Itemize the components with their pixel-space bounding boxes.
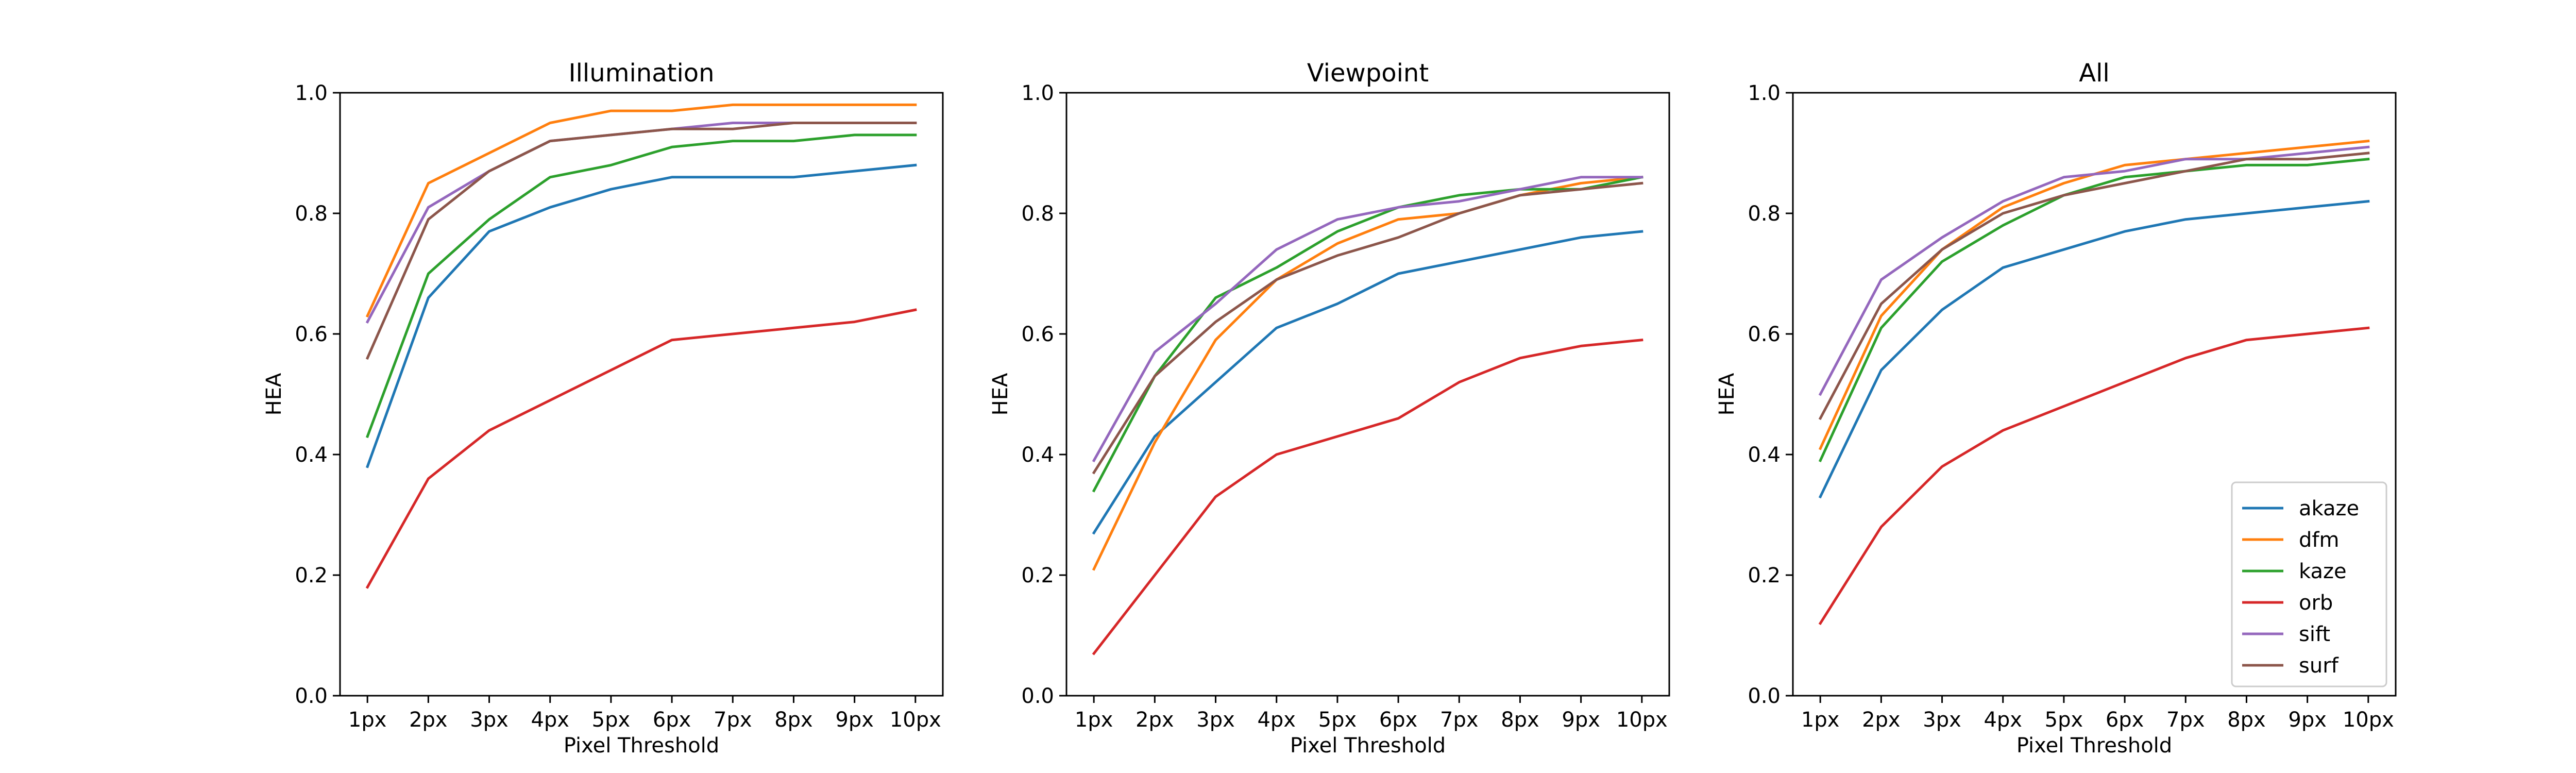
legend-label-orb: orb (2299, 591, 2333, 615)
y-tick-label: 0.4 (1748, 443, 1781, 467)
y-tick-label: 0.0 (295, 684, 328, 708)
y-tick-label: 0.4 (295, 443, 328, 467)
legend-label-kaze: kaze (2299, 560, 2347, 583)
x-tick-label: 9px (1562, 708, 1600, 732)
axes-frame (339, 92, 944, 697)
x-tick-label: 10px (1616, 708, 1668, 732)
y-tick-label: 1.0 (1748, 81, 1781, 105)
series-line-kaze (365, 133, 917, 439)
series-line-akaze (1092, 230, 1643, 535)
x-tick-label: 1px (348, 708, 387, 732)
x-tick-label: 7px (2166, 708, 2205, 732)
y-tick-label: 1.0 (1021, 81, 1054, 105)
x-tick-label: 10px (890, 708, 941, 732)
chart-panel-3: 1px 2px 3px 4px 5px 6px 7px 8px 9px 10px 0.0 0.2 0.4… (1715, 59, 2397, 758)
x-tick-label: 3px (1923, 708, 1961, 732)
x-tick-label: 5px (1318, 708, 1357, 732)
legend: akaze dfm kaze orb sift surf (2231, 481, 2387, 687)
legend-label-surf: surf (2299, 654, 2339, 678)
x-tick-label: 8px (1501, 708, 1539, 732)
x-axis-label: Pixel Threshold (2016, 734, 2172, 758)
y-tick-label: 0.2 (295, 564, 328, 587)
y-tick-label: 0.8 (1021, 202, 1054, 226)
x-tick-label: 8px (2227, 708, 2266, 732)
series-line-surf (1818, 152, 2370, 421)
x-axis-label: Pixel Threshold (1290, 734, 1446, 758)
legend-label-sift: sift (2299, 623, 2330, 646)
chart-title: Viewpoint (1307, 59, 1429, 88)
series-line-surf (365, 122, 917, 360)
y-tick-label: 0.0 (1748, 684, 1781, 708)
y-axis-label: HEA (262, 373, 286, 415)
axes-frame (1065, 92, 1670, 697)
y-tick-label: 0.6 (1021, 323, 1054, 346)
y-axis-label: HEA (989, 373, 1012, 415)
chart-title: Illumination (568, 59, 714, 88)
series-line-orb (1092, 338, 1643, 656)
x-tick-label: 7px (1440, 708, 1479, 732)
x-tick-label: 7px (714, 708, 752, 732)
axes-frame (1792, 92, 2397, 697)
x-tick-label: 9px (2288, 708, 2327, 732)
legend-label-akaze: akaze (2299, 497, 2359, 520)
legend-label-dfm: dfm (2299, 528, 2339, 552)
x-tick-label: 3px (1196, 708, 1235, 732)
x-tick-label: 8px (774, 708, 813, 732)
legend-box (2231, 481, 2387, 687)
x-tick-label: 2px (1862, 708, 1901, 732)
series-line-dfm (1092, 176, 1643, 571)
series-line-akaze (365, 163, 917, 468)
y-tick-label: 0.0 (1021, 684, 1054, 708)
chart-title: All (2079, 59, 2110, 88)
series-line-sift (365, 122, 917, 324)
x-tick-label: 10px (2343, 708, 2394, 732)
x-tick-label: 6px (653, 708, 691, 732)
y-tick-label: 0.6 (1748, 323, 1781, 346)
y-axis-label: HEA (1715, 373, 1739, 415)
x-tick-label: 2px (1136, 708, 1174, 732)
x-tick-label: 1px (1075, 708, 1113, 732)
x-tick-label: 4px (1257, 708, 1296, 732)
x-axis-label: Pixel Threshold (564, 734, 719, 758)
x-tick-label: 1px (1801, 708, 1840, 732)
x-tick-label: 5px (592, 708, 631, 732)
y-tick-label: 0.6 (295, 323, 328, 346)
series-line-sift (1092, 176, 1643, 463)
x-tick-label: 4px (531, 708, 569, 732)
y-tick-label: 0.2 (1021, 564, 1054, 587)
y-tick-label: 1.0 (295, 81, 328, 105)
x-tick-label: 6px (1379, 708, 1418, 732)
x-tick-label: 6px (2106, 708, 2144, 732)
x-tick-label: 9px (835, 708, 874, 732)
y-tick-label: 0.2 (1748, 564, 1781, 587)
chart-panel-1: 1px 2px 3px 4px 5px 6px 7px 8px 9px 10px 0.0 0.2 0.4… (262, 59, 944, 758)
series-line-surf (1092, 181, 1643, 475)
series-line-kaze (1092, 175, 1643, 493)
chart-panel-2: 1px 2px 3px 4px 5px 6px 7px 8px 9px 10px 0.0 0.2 0.4… (989, 59, 1670, 758)
y-tick-label: 0.8 (295, 202, 328, 226)
series-line-kaze (1818, 157, 2370, 463)
x-tick-label: 5px (2045, 708, 2083, 732)
series-line-dfm (365, 103, 917, 318)
series-line-sift (1818, 145, 2370, 396)
series-line-orb (1818, 326, 2370, 626)
y-tick-label: 0.4 (1021, 443, 1054, 467)
x-tick-label: 2px (409, 708, 448, 732)
y-tick-label: 0.8 (1748, 202, 1781, 226)
x-tick-label: 4px (1984, 708, 2022, 732)
series-line-akaze (1818, 199, 2370, 499)
x-tick-label: 3px (470, 708, 509, 732)
series-line-orb (365, 308, 917, 589)
